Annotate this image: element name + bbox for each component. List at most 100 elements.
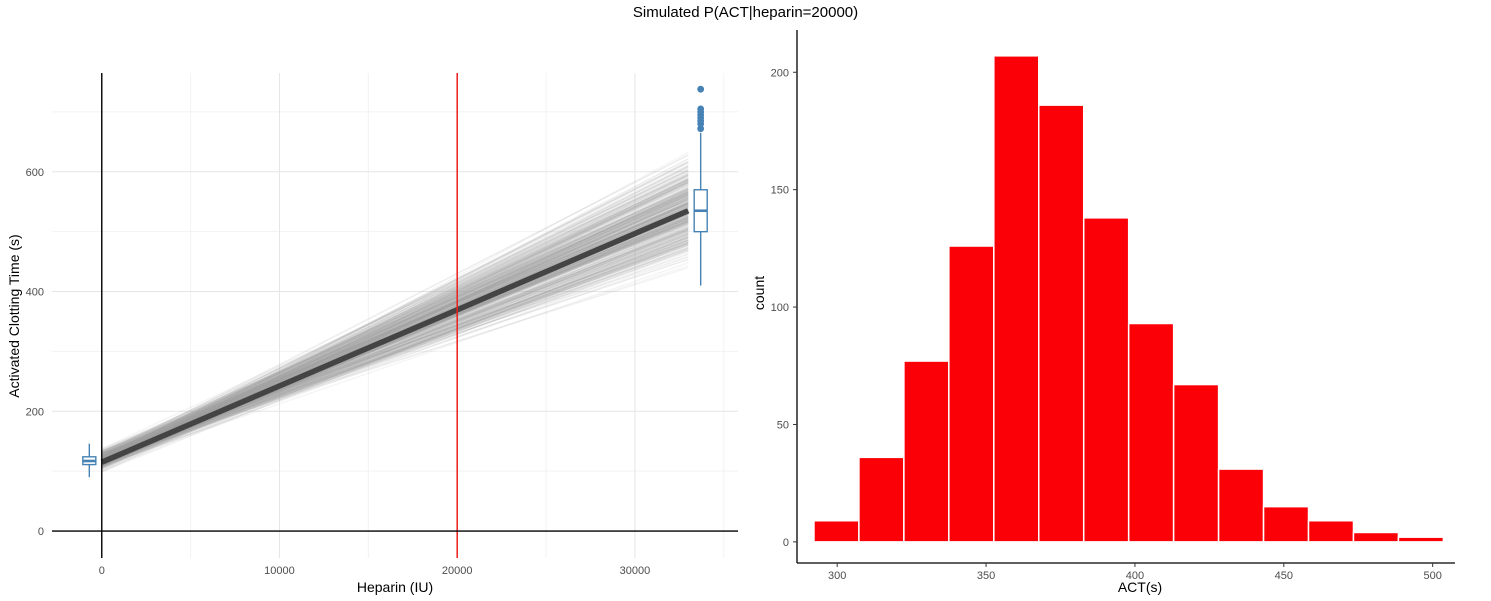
- simulated-line: [101, 198, 689, 459]
- simulated-line: [101, 202, 689, 458]
- simulated-line: [101, 249, 689, 464]
- simulated-line: [101, 177, 689, 462]
- simulated-line: [101, 184, 689, 460]
- simulated-line: [101, 245, 689, 461]
- simulated-line: [101, 178, 689, 458]
- simulated-line: [101, 177, 689, 465]
- simulated-line: [101, 191, 689, 458]
- simulated-line: [101, 228, 689, 469]
- simulated-line: [101, 187, 689, 461]
- simulated-line: [101, 236, 689, 472]
- simulated-line: [101, 236, 689, 462]
- simulated-line: [101, 226, 689, 465]
- simulated-line: [101, 197, 689, 459]
- simulated-line: [101, 205, 689, 460]
- simulated-line: [101, 248, 689, 460]
- hist-x-tick-label: 500: [1423, 570, 1441, 582]
- simulated-line: [101, 227, 689, 456]
- simulated-line: [101, 191, 689, 451]
- simulated-line: [101, 160, 689, 459]
- y-tick-label: 200: [26, 406, 44, 418]
- histogram-bar: [858, 456, 905, 543]
- boxplot-heparin-33000: [693, 85, 708, 286]
- simulated-line: [101, 251, 689, 461]
- simulated-line: [101, 172, 689, 461]
- simulated-line: [101, 249, 689, 462]
- simulated-line: [101, 229, 689, 464]
- simulated-line: [101, 224, 689, 465]
- simulated-line: [101, 223, 689, 469]
- simulated-line: [101, 182, 689, 457]
- simulated-line: [101, 244, 689, 462]
- simulated-line: [101, 236, 689, 468]
- hist-x-tick-label: 300: [828, 570, 846, 582]
- simulated-line: [101, 180, 689, 465]
- simulated-line: [101, 202, 689, 456]
- simulated-line: [101, 196, 689, 460]
- simulated-line: [101, 169, 689, 464]
- simulated-line: [101, 183, 689, 457]
- simulated-line: [101, 234, 689, 463]
- simulated-line: [101, 161, 689, 460]
- simulated-line: [101, 231, 689, 467]
- hist-y-tick-label: 0: [783, 537, 789, 549]
- x-tick-label: 10000: [264, 565, 295, 577]
- y-tick-label: 400: [26, 287, 44, 299]
- hist-y-tick-label: 200: [771, 67, 789, 79]
- simulated-line: [101, 237, 689, 463]
- simulated-line: [101, 201, 689, 458]
- simulated-line: [101, 174, 689, 461]
- simulated-line: [101, 229, 689, 466]
- simulated-line: [101, 174, 689, 450]
- simulated-line: [101, 203, 689, 456]
- simulated-line: [101, 174, 689, 458]
- simulated-line: [101, 183, 689, 462]
- simulated-line: [101, 176, 689, 459]
- simulated-line: [101, 232, 689, 471]
- histogram-bar: [993, 55, 1040, 543]
- simulated-line: [101, 164, 689, 459]
- simulated-line: [101, 181, 689, 455]
- simulated-line: [101, 204, 689, 455]
- simulated-line: [101, 226, 689, 465]
- simulated-line: [101, 193, 689, 456]
- simulated-line: [101, 203, 689, 459]
- simulated-line: [101, 169, 689, 454]
- simulated-line: [101, 175, 689, 464]
- simulated-line: [101, 199, 689, 457]
- simulated-line: [101, 195, 689, 456]
- simulated-line: [101, 200, 689, 453]
- simulated-line: [101, 170, 689, 467]
- simulated-line: [101, 193, 689, 455]
- simulated-line: [101, 180, 689, 463]
- simulated-line: [101, 253, 689, 467]
- simulated-line: [101, 180, 689, 462]
- simulated-line: [101, 181, 689, 461]
- simulated-line: [101, 233, 689, 473]
- simulated-line: [101, 188, 689, 454]
- simulated-line: [101, 166, 689, 458]
- simulated-line: [101, 219, 689, 466]
- simulated-line: [101, 184, 689, 454]
- simulated-line: [101, 203, 689, 460]
- simulated-line: [101, 173, 689, 461]
- simulated-line: [101, 176, 689, 457]
- simulated-line: [101, 242, 689, 461]
- simulated-line: [101, 207, 689, 453]
- simulated-line: [101, 229, 689, 463]
- simulated-line: [101, 239, 689, 467]
- simulated-line: [101, 203, 689, 456]
- simulated-line: [101, 217, 689, 467]
- simulated-line: [101, 186, 689, 464]
- simulated-line: [101, 201, 689, 460]
- hist-y-tick-label: 150: [771, 185, 789, 197]
- hist-y-tick-label: 50: [777, 419, 789, 431]
- simulated-line: [101, 207, 689, 459]
- simulated-line: [101, 198, 689, 458]
- simulated-line: [101, 195, 689, 462]
- simulated-line: [101, 217, 689, 465]
- simulated-line: [101, 154, 689, 456]
- simulated-line: [101, 244, 689, 465]
- simulated-line: [101, 246, 689, 469]
